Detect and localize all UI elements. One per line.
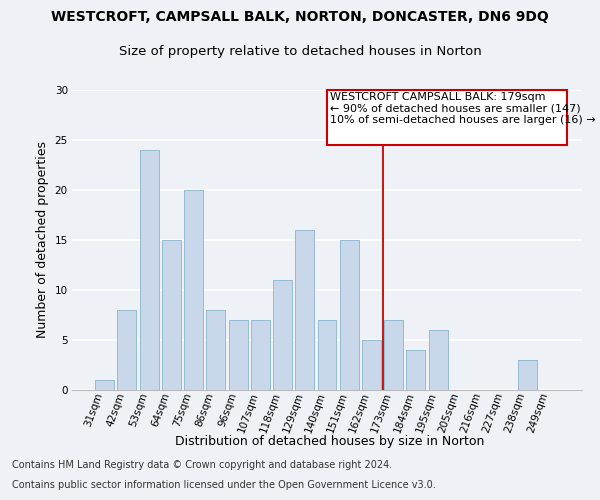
Bar — [317, 320, 337, 390]
Text: WESTCROFT CAMPSALL BALK: 179sqm
← 90% of detached houses are smaller (147)
10% o: WESTCROFT CAMPSALL BALK: 179sqm ← 90% of… — [331, 92, 596, 125]
Bar — [295, 230, 314, 390]
Bar — [140, 150, 158, 390]
Bar — [340, 240, 359, 390]
Bar — [518, 360, 536, 390]
Bar — [429, 330, 448, 390]
Bar — [251, 320, 270, 390]
Bar — [206, 310, 225, 390]
Bar — [95, 380, 114, 390]
Y-axis label: Number of detached properties: Number of detached properties — [36, 142, 49, 338]
Bar — [184, 190, 203, 390]
Text: Distribution of detached houses by size in Norton: Distribution of detached houses by size … — [175, 435, 485, 448]
Bar — [118, 310, 136, 390]
Bar — [362, 340, 381, 390]
Text: Size of property relative to detached houses in Norton: Size of property relative to detached ho… — [119, 45, 481, 58]
FancyBboxPatch shape — [327, 90, 567, 145]
Bar — [273, 280, 292, 390]
Text: WESTCROFT, CAMPSALL BALK, NORTON, DONCASTER, DN6 9DQ: WESTCROFT, CAMPSALL BALK, NORTON, DONCAS… — [51, 10, 549, 24]
Bar — [406, 350, 425, 390]
Bar — [229, 320, 248, 390]
Bar — [384, 320, 403, 390]
Text: Contains HM Land Registry data © Crown copyright and database right 2024.: Contains HM Land Registry data © Crown c… — [12, 460, 392, 470]
Text: Contains public sector information licensed under the Open Government Licence v3: Contains public sector information licen… — [12, 480, 436, 490]
Bar — [162, 240, 181, 390]
